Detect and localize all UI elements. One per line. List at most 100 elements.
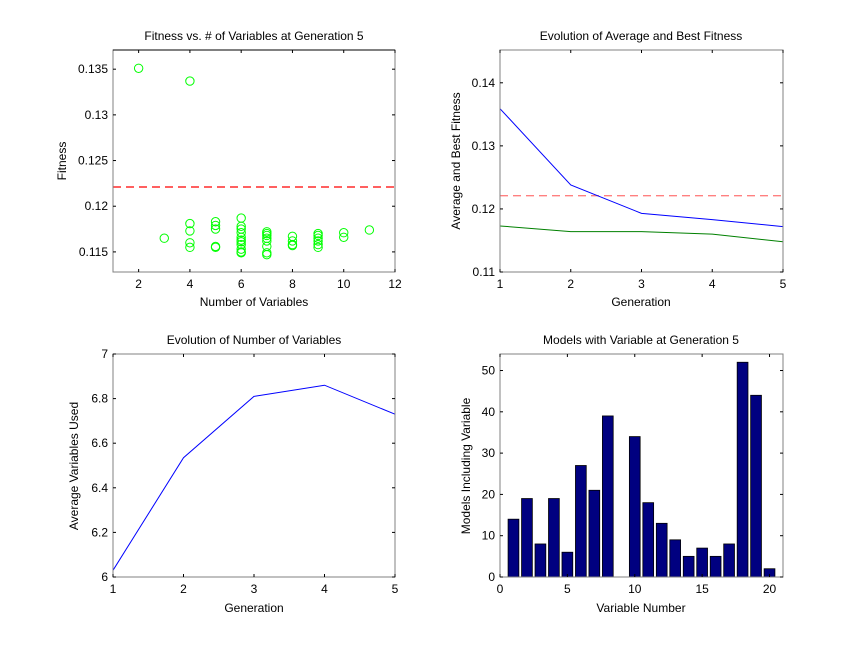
x-tick-label: 12: [388, 277, 402, 291]
x-tick-label: 6: [238, 277, 245, 291]
series-line-average: [499, 108, 784, 228]
x-tick-label: 0: [497, 582, 504, 596]
bar-2: [521, 498, 533, 578]
y-tick-label: 10: [482, 529, 496, 543]
scatter-point: [159, 233, 169, 243]
chart-title: Fitness vs. # of Variables at Generation…: [144, 29, 364, 43]
axes-frame: [112, 49, 396, 273]
x-tick-label: 5: [392, 582, 399, 596]
scatter-point: [287, 240, 298, 251]
y-axis-label: Fitness: [55, 142, 69, 181]
y-tick-label: 6.2: [91, 525, 108, 539]
x-tick-label: 4: [321, 582, 328, 596]
x-tick-label: 1: [110, 582, 117, 596]
x-tick-label: 10: [628, 582, 642, 596]
bar-13: [669, 539, 681, 578]
y-tick-label: 0.13: [472, 139, 496, 153]
chart-title: Evolution of Average and Best Fitness: [540, 29, 743, 43]
scatter-point: [364, 225, 375, 235]
scatter-point: [262, 230, 272, 241]
y-tick-label: 0.135: [78, 62, 108, 76]
bar-panel: Models with Variable at Generation 5 Var…: [459, 333, 784, 615]
y-tick-label: 0.115: [79, 245, 108, 259]
y-tick-label: 50: [482, 364, 496, 378]
y-tick-label: 0.14: [472, 76, 496, 90]
y-tick-label: 0.12: [85, 199, 109, 213]
plot-area: [113, 63, 395, 260]
scatter-point: [313, 233, 323, 243]
y-tick-label: 6: [101, 570, 108, 584]
x-axis-label: Generation: [611, 295, 670, 309]
scatter-point: [236, 228, 246, 238]
bar-14: [682, 555, 695, 578]
bar-18: [736, 361, 749, 578]
x-axis-label: Generation: [224, 601, 283, 615]
x-tick-label: 5: [780, 277, 787, 291]
y-tick-label: 40: [482, 405, 496, 419]
chart-title: Models with Variable at Generation 5: [543, 333, 739, 347]
plot-area: [507, 361, 776, 578]
scatter-point: [339, 232, 349, 242]
scatter-point: [313, 242, 323, 253]
series-line-average-variables: [112, 384, 396, 571]
scatter-point: [185, 238, 195, 248]
bar-17: [723, 543, 735, 578]
bar-6: [575, 465, 587, 578]
x-tick-label: 8: [289, 277, 296, 291]
scatter-point: [236, 237, 246, 247]
y-axis-label: Models Including Variable: [459, 397, 473, 534]
bar-19: [750, 394, 762, 578]
x-tick-label: 5: [564, 582, 571, 596]
bar-8: [602, 415, 614, 578]
scatter-point: [262, 249, 272, 260]
scatter-point: [236, 232, 246, 242]
bar-5: [561, 551, 574, 578]
scatter-point: [210, 217, 221, 227]
chart-title: Evolution of Number of Variables: [167, 333, 342, 347]
x-tick-label: 3: [251, 582, 258, 596]
y-tick-label: 0.11: [473, 265, 496, 279]
y-tick-label: 0.125: [78, 154, 108, 168]
scatter-point: [262, 236, 272, 246]
bar-16: [709, 555, 722, 578]
axes-frame: [499, 49, 784, 273]
scatter-point: [210, 220, 221, 231]
y-tick-label: 7: [101, 347, 108, 361]
scatter-point: [185, 76, 195, 86]
plot-area: [499, 108, 784, 243]
y-tick-label: 20: [482, 487, 496, 501]
bar-1: [507, 518, 520, 578]
x-tick-label: 15: [695, 582, 709, 596]
bar-7: [588, 489, 601, 578]
scatter-point: [313, 236, 323, 246]
scatter-point: [262, 248, 272, 258]
x-tick-label: 4: [709, 277, 716, 291]
x-axis-label: Variable Number: [596, 601, 685, 615]
scatter-point: [236, 244, 246, 254]
scatter-point: [236, 221, 246, 232]
x-tick-label: 2: [135, 277, 142, 291]
x-tick-label: 4: [187, 277, 194, 291]
x-tick-label: 3: [638, 277, 645, 291]
y-tick-label: 0: [488, 570, 495, 584]
scatter-point: [313, 230, 323, 241]
scatter-point: [287, 236, 298, 246]
series-line-best: [499, 225, 784, 243]
scatter-point: [236, 248, 246, 258]
fitness-evolution-panel: Evolution of Average and Best Fitness Ge…: [449, 29, 787, 309]
x-axis-label: Number of Variables: [200, 295, 309, 309]
y-axis-label: Average and Best Fitness: [449, 92, 463, 229]
axes-frame: [112, 353, 396, 578]
bar-10: [628, 436, 641, 578]
bar-3: [534, 543, 547, 578]
x-tick-label: 2: [180, 582, 187, 596]
scatter-point: [339, 228, 349, 238]
y-tick-label: 6.8: [91, 392, 108, 406]
plot-area: [112, 384, 396, 571]
bar-11: [642, 502, 655, 578]
x-tick-label: 2: [567, 277, 574, 291]
scatter-point: [313, 239, 323, 250]
x-tick-label: 1: [497, 277, 504, 291]
y-tick-label: 6.4: [91, 481, 108, 495]
